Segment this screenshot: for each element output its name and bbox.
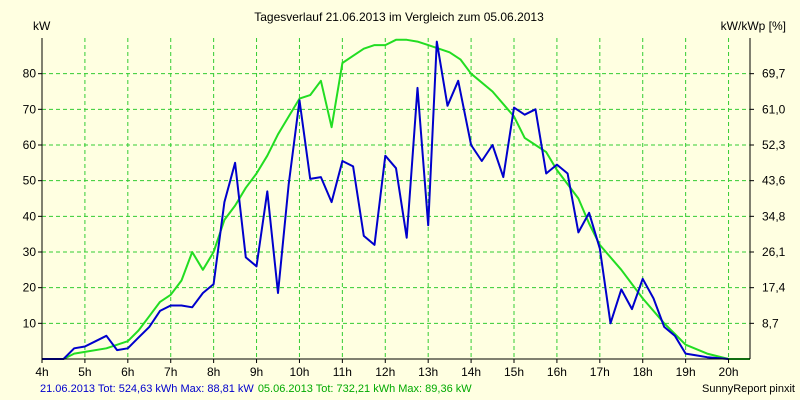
x-tick-label: 10h: [289, 365, 309, 379]
y-tick-label-right: 61,0: [762, 102, 786, 116]
x-tick-label: 8h: [207, 365, 220, 379]
x-tick-label: 7h: [164, 365, 177, 379]
y-axis-right-label: kW/kWp [%]: [721, 19, 786, 33]
x-tick-label: 4h: [35, 365, 48, 379]
y-tick-label-right: 8,7: [762, 316, 779, 330]
y-tick-label-right: 43,6: [762, 174, 786, 188]
y-axis-left-label: kW: [33, 19, 51, 33]
x-tick-label: 18h: [633, 365, 653, 379]
y-tick-label-left: 40: [23, 209, 37, 223]
x-tick-label: 16h: [547, 365, 567, 379]
x-tick-label: 11h: [333, 365, 352, 379]
y-tick-label-right: 34,8: [762, 209, 786, 223]
x-tick-label: 9h: [250, 365, 263, 379]
x-tick-label: 17h: [590, 365, 610, 379]
x-tick-label: 5h: [78, 365, 91, 379]
grid-layer: [42, 38, 750, 359]
x-tick-label: 15h: [504, 365, 524, 379]
x-tick-label: 20h: [719, 365, 739, 379]
footer-credit: SunnyReport pinxit: [702, 383, 795, 395]
y-tick-label-left: 70: [23, 102, 37, 116]
chart-title: Tagesverlauf 21.06.2013 im Vergleich zum…: [254, 10, 544, 24]
plot-area: [42, 38, 750, 359]
y-tick-label-left: 60: [23, 138, 37, 152]
x-tick-label: 14h: [461, 365, 481, 379]
y-tick-label-right: 69,7: [762, 67, 786, 81]
y-tick-label-left: 10: [23, 316, 37, 330]
y-tick-label-right: 52,3: [762, 138, 786, 152]
y-tick-label-left: 20: [23, 281, 37, 295]
x-tick-label: 13h: [418, 365, 438, 379]
y-tick-label-left: 30: [23, 245, 37, 259]
series-line-21-06-2013: [42, 40, 729, 360]
y-tick-label-left: 80: [23, 67, 37, 81]
footer-series-a-stats: 21.06.2013 Tot: 524,63 kWh Max: 88,81 kW: [40, 383, 254, 395]
y-tick-label-right: 26,1: [762, 245, 786, 259]
series-line-05-06-2013: [42, 38, 750, 360]
x-tick-label: 6h: [121, 365, 134, 379]
series-layer: [42, 38, 750, 360]
y-tick-label-left: 50: [23, 174, 37, 188]
x-tick-label: 19h: [676, 365, 696, 379]
footer-series-b-stats: 05.06.2013 Tot: 732,21 kWh Max: 89,36 kW: [258, 383, 472, 395]
tick-layer: 4h 5h 6h 7h 8h 9h 10h 11h 12h 13h 14h 15h 16h 17h 18h 1…: [23, 67, 786, 379]
y-tick-label-right: 17,4: [762, 281, 786, 295]
x-tick-label: 12h: [375, 365, 395, 379]
footer-stats: 21.06.2013 Tot: 524,63 kWh Max: 88,81 kW…: [40, 383, 472, 395]
